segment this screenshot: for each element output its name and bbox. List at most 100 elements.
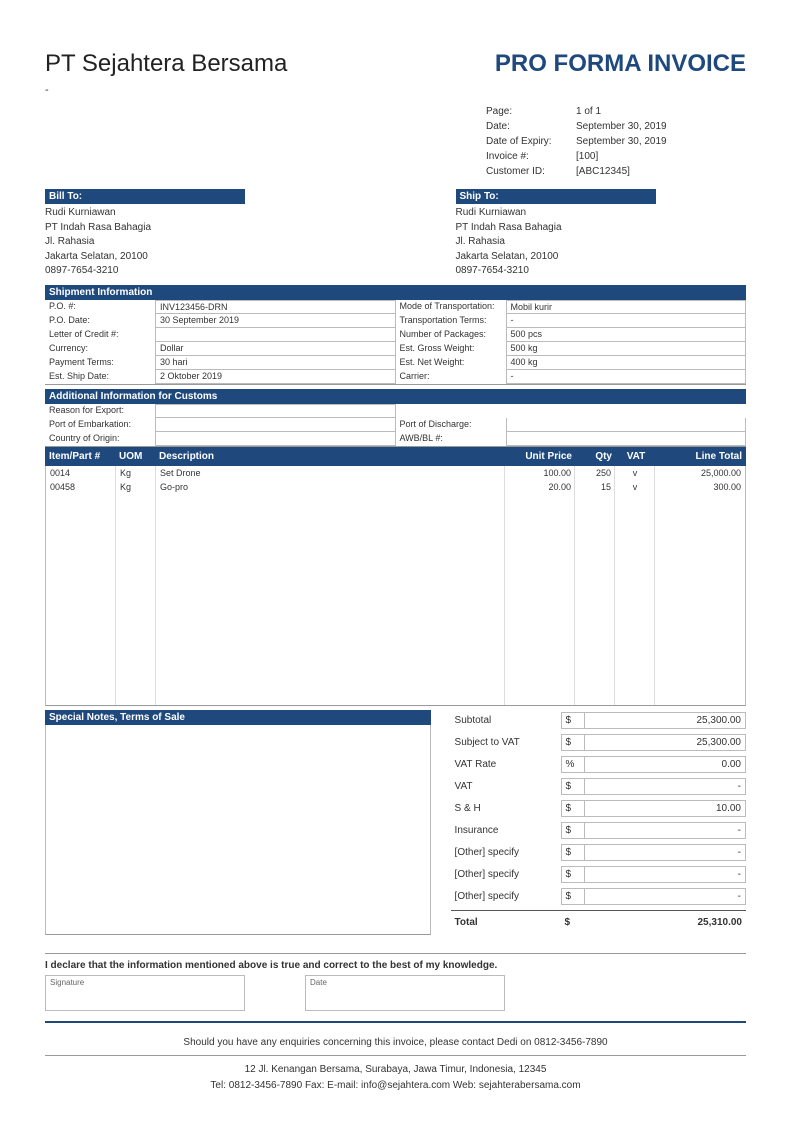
footer: Should you have any enquiries concerning… [45,1035,746,1094]
cell-desc: Go-pro [156,482,505,492]
total-row: VAT$- [451,776,746,798]
field-value[interactable]: 2 Oktober 2019 [155,370,396,384]
date-box[interactable]: Date [305,975,505,1011]
total-row: Subject to VAT$25,300.00 [451,732,746,754]
field-value[interactable]: Mobil kurir [506,300,747,314]
field-label: Currency: [45,342,155,356]
field-value[interactable]: 30 hari [155,356,396,370]
grand-total-symbol: $ [561,915,585,930]
declaration-text: I declare that the information mentioned… [45,953,746,971]
cell-qty: 250 [575,468,615,478]
field-label: P.O. #: [45,300,155,314]
notes-body[interactable] [45,725,431,935]
total-value: 25,300.00 [585,734,746,751]
col-price: Unit Price [506,447,576,466]
notes-heading: Special Notes, Terms of Sale [45,710,431,725]
ship-to-company: PT Indah Rasa Bahagia [456,221,747,236]
cell-total: 25,000.00 [655,468,745,478]
total-label: S & H [451,801,561,816]
total-row: S & H$10.00 [451,798,746,820]
cell-total: 300.00 [655,482,745,492]
total-symbol: % [561,756,585,773]
field-label: Est. Gross Weight: [396,342,506,356]
ship-to-heading: Ship To: [456,189,656,204]
total-label: [Other] specify [451,889,561,904]
field-label: Carrier: [396,370,506,384]
col-desc: Description [155,447,506,466]
grand-total-value: 25,310.00 [585,915,746,930]
total-symbol: $ [561,734,585,751]
table-row: 0014KgSet Drone100.00250v25,000.00 [46,466,745,480]
ship-to-block: Ship To: Rudi Kurniawan PT Indah Rasa Ba… [396,189,747,279]
total-symbol: $ [561,822,585,839]
field-value[interactable] [506,418,747,432]
field-value[interactable]: 30 September 2019 [155,314,396,328]
col-uom: UOM [115,447,155,466]
total-value: - [585,844,746,861]
ship-to-street: Jl. Rahasia [456,235,747,250]
total-label: [Other] specify [451,867,561,882]
total-label: VAT Rate [451,757,561,772]
bill-to-city: Jakarta Selatan, 20100 [45,250,396,265]
field-value[interactable] [506,432,747,446]
total-value: 0.00 [585,756,746,773]
field-value[interactable]: - [506,314,747,328]
signature-row: Signature Date [45,975,746,1023]
col-item: Item/Part # [45,447,115,466]
cell-uom: Kg [116,468,156,478]
meta-invoice-value: [100] [576,149,746,164]
field-value[interactable]: 500 pcs [506,328,747,342]
total-label: VAT [451,779,561,794]
field-value[interactable] [155,404,396,418]
total-symbol: $ [561,778,585,795]
total-value: - [585,778,746,795]
field-value[interactable]: 400 kg [506,356,747,370]
grand-total-row: Total$25,310.00 [451,910,746,932]
field-value[interactable] [155,328,396,342]
col-vat: VAT [616,447,656,466]
field-value[interactable]: Dollar [155,342,396,356]
cell-item: 0014 [46,468,116,478]
total-label: Subtotal [451,713,561,728]
col-qty: Qty [576,447,616,466]
cell-item: 00458 [46,482,116,492]
meta-expiry-label: Date of Expiry: [486,134,576,149]
field-value[interactable]: INV123456-DRN [155,300,396,314]
bill-to-street: Jl. Rahasia [45,235,396,250]
meta-page-label: Page: [486,104,576,119]
total-label: Insurance [451,823,561,838]
field-value[interactable]: - [506,370,747,384]
cell-uom: Kg [116,482,156,492]
field-value[interactable] [155,432,396,446]
totals-column: Subtotal$25,300.00Subject to VAT$25,300.… [431,710,746,935]
footer-address: 12 Jl. Kenangan Bersama, Surabaya, Jawa … [45,1062,746,1078]
notes-column: Special Notes, Terms of Sale [45,710,431,935]
meta-page-value: 1 of 1 [576,104,746,119]
meta-block: Page:1 of 1 Date:September 30, 2019 Date… [45,104,746,179]
field-label: Number of Packages: [396,328,506,342]
total-value: 25,300.00 [585,712,746,729]
totals-area: Special Notes, Terms of Sale Subtotal$25… [45,710,746,935]
cell-qty: 15 [575,482,615,492]
field-label: Letter of Credit #: [45,328,155,342]
footer-contact: Should you have any enquiries concerning… [45,1035,746,1056]
total-symbol: $ [561,866,585,883]
field-label: Reason for Export: [45,404,155,418]
shipment-info: Shipment Information P.O. #:INV123456-DR… [45,285,746,385]
field-label: Port of Discharge: [396,418,506,432]
bill-to-block: Bill To: Rudi Kurniawan PT Indah Rasa Ba… [45,189,396,279]
field-value[interactable] [155,418,396,432]
bill-to-heading: Bill To: [45,189,245,204]
total-value: - [585,866,746,883]
field-value[interactable]: 500 kg [506,342,747,356]
total-row: [Other] specify$- [451,842,746,864]
shipment-heading: Shipment Information [45,285,746,300]
customs-heading: Additional Information for Customs [45,389,746,404]
field-label: Transportation Terms: [396,314,506,328]
cell-vat: v [615,468,655,478]
field-label: AWB/BL #: [396,432,506,446]
total-value: 10.00 [585,800,746,817]
signature-box[interactable]: Signature [45,975,245,1011]
total-symbol: $ [561,712,585,729]
cell-price: 20.00 [505,482,575,492]
